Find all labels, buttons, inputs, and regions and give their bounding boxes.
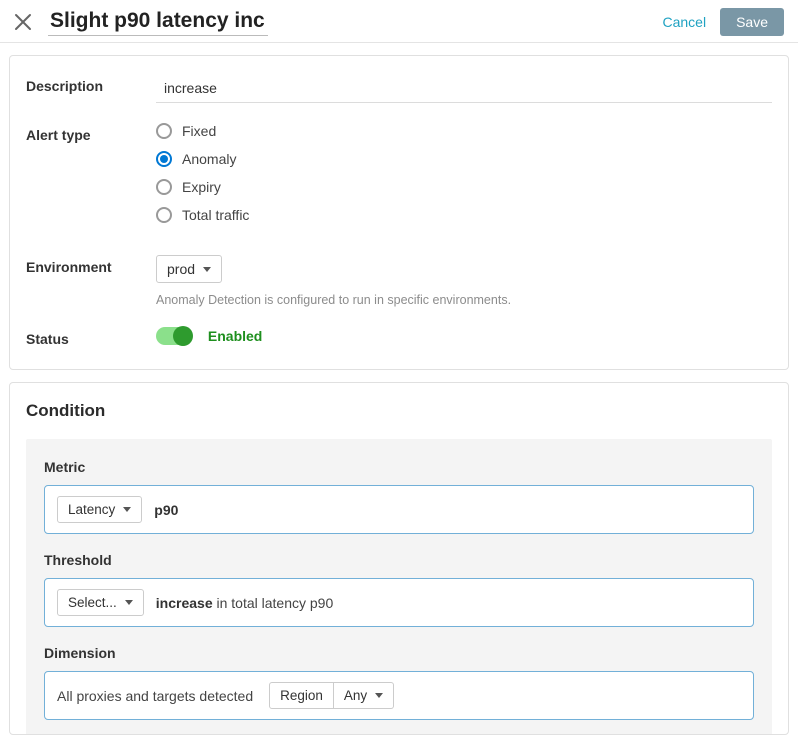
chevron-down-icon (203, 267, 211, 272)
threshold-label: Threshold (44, 552, 754, 568)
metric-select[interactable]: Latency (57, 496, 142, 523)
row-alert-type: Alert type Fixed Anomaly Expiry Total traff… (26, 123, 772, 235)
editor-header: Cancel Save (0, 0, 798, 43)
label-description: Description (26, 74, 156, 94)
close-icon[interactable] (14, 13, 32, 31)
alert-type-option[interactable]: Fixed (156, 123, 772, 139)
condition-body: Metric Latency p90 Threshold Select... i… (26, 439, 772, 734)
region-label-segment[interactable]: Region (269, 682, 334, 709)
condition-panel: Condition Metric Latency p90 Threshold S… (9, 382, 789, 735)
environment-hint: Anomaly Detection is configured to run i… (156, 293, 772, 307)
alert-type-option[interactable]: Total traffic (156, 207, 772, 223)
alert-type-option[interactable]: Expiry (156, 179, 772, 195)
threshold-box: Select... increase in total latency p90 (44, 578, 754, 627)
threshold-text: increase in total latency p90 (156, 595, 333, 611)
general-panel: Description Alert type Fixed Anomaly Expir… (9, 55, 789, 370)
row-description: Description (26, 74, 772, 103)
row-environment: Environment prod Anomaly Detection is co… (26, 255, 772, 307)
radio-icon (156, 207, 172, 223)
radio-label: Total traffic (182, 207, 249, 223)
radio-label: Expiry (182, 179, 221, 195)
region-select-group: Region Any (269, 682, 394, 709)
chevron-down-icon (123, 507, 131, 512)
radio-icon (156, 123, 172, 139)
save-button[interactable]: Save (720, 8, 784, 36)
radio-label: Fixed (182, 123, 216, 139)
environment-selected-value: prod (167, 261, 195, 277)
metric-box: Latency p90 (44, 485, 754, 534)
region-value-select[interactable]: Any (334, 682, 394, 709)
description-input[interactable] (156, 74, 772, 103)
alert-type-radio-group: Fixed Anomaly Expiry Total traffic (156, 123, 772, 223)
metric-selected-value: Latency (68, 502, 115, 517)
threshold-selected-value: Select... (68, 595, 117, 610)
dimension-lead-text: All proxies and targets detected (57, 688, 253, 704)
row-status: Status Enabled (26, 327, 772, 347)
threshold-select[interactable]: Select... (57, 589, 144, 616)
chevron-down-icon (125, 600, 133, 605)
label-alert-type: Alert type (26, 123, 156, 143)
dimension-label: Dimension (44, 645, 754, 661)
radio-icon (156, 151, 172, 167)
cancel-link[interactable]: Cancel (662, 14, 706, 30)
status-toggle[interactable] (156, 327, 192, 345)
metric-suffix-text: p90 (154, 502, 178, 518)
alert-type-option[interactable]: Anomaly (156, 151, 772, 167)
dimension-box: All proxies and targets detected Region … (44, 671, 754, 720)
environment-select[interactable]: prod (156, 255, 222, 283)
toggle-knob-icon (173, 326, 193, 346)
radio-label: Anomaly (182, 151, 236, 167)
radio-icon (156, 179, 172, 195)
label-status: Status (26, 327, 156, 347)
label-environment: Environment (26, 255, 156, 275)
metric-label: Metric (44, 459, 754, 475)
title-wrap (48, 8, 268, 36)
alert-title-input[interactable] (48, 8, 268, 36)
condition-heading: Condition (26, 401, 772, 421)
chevron-down-icon (375, 693, 383, 698)
status-text: Enabled (208, 328, 262, 344)
